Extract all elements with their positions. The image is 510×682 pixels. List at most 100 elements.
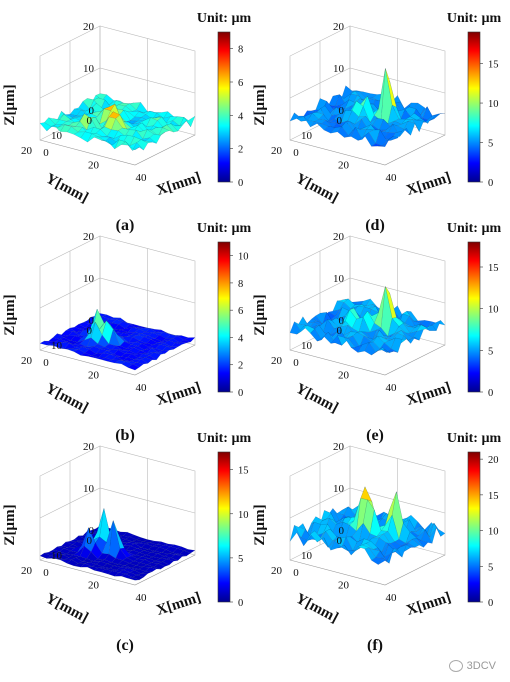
surface-facet [403, 335, 416, 344]
surface-mesh [39, 93, 196, 151]
x-tick-label: 0 [43, 567, 49, 579]
surface-facet [407, 538, 420, 548]
colorbar-tick-label: 10 [488, 99, 499, 110]
colorbar [217, 31, 231, 183]
z-tick-label: 0 [89, 315, 95, 327]
x-tick-label: 20 [338, 160, 350, 172]
colorbar-unit: Unit: µm [447, 221, 502, 236]
surface-facet [403, 121, 416, 136]
y-tick-label: 10 [51, 340, 63, 352]
surface-mesh [39, 508, 196, 581]
x-tick-label: 0 [43, 147, 49, 159]
surface-facet [386, 135, 399, 141]
y-tick-label: 20 [271, 565, 283, 577]
colorbar-unit: Unit: µm [197, 431, 252, 446]
surface-facet [136, 573, 149, 578]
surface-facet [153, 563, 166, 570]
colorbar-tick-label: 15 [488, 491, 499, 502]
colorbar-tick-label: 20 [488, 455, 499, 466]
surface-facet [149, 352, 161, 361]
colorbar-tick-label: 4 [238, 111, 244, 122]
colorbar-tick-label: 5 [488, 139, 493, 150]
surface-facet [412, 538, 424, 548]
surface-facet [128, 145, 140, 151]
y-tick-label: 20 [271, 145, 283, 157]
x-axis-label: X[mm] [154, 380, 203, 409]
surface-facet [179, 550, 192, 557]
y-tick-label: 10 [301, 550, 313, 562]
y-tick-label: 0 [87, 115, 93, 127]
floor-edge [289, 134, 446, 166]
colorbar-tick-label: 0 [488, 388, 493, 399]
y-axis-label: Y[mm] [293, 591, 341, 627]
z-axis-label: Z[µm] [252, 84, 268, 125]
x-tick-label: 40 [386, 592, 398, 604]
colorbar-tick-label: 10 [238, 510, 249, 521]
panel-label: (a) [116, 217, 135, 234]
surface-facet [157, 349, 170, 354]
x-tick-label: 0 [293, 147, 299, 159]
floor-edge [289, 554, 446, 586]
colorbar-tick-label: 15 [488, 60, 499, 71]
z-gridline [289, 67, 446, 99]
colorbar-tick-label: 5 [488, 562, 493, 573]
z-gridline [39, 277, 196, 309]
y-axis-label: Y[mm] [43, 381, 91, 417]
colorbar-tick-label: 0 [488, 178, 493, 189]
watermark-text: 3DCV [466, 660, 496, 672]
x-tick-label: 40 [136, 172, 148, 184]
x-tick-label: 20 [338, 580, 350, 592]
colorbar [467, 241, 481, 393]
y-tick-label: 0 [337, 115, 343, 127]
z-tick-label: 10 [333, 273, 345, 285]
y-tick-label: 10 [301, 130, 313, 142]
z-tick-label: 10 [83, 483, 95, 495]
surface-mesh [39, 308, 196, 371]
y-tick-label: 0 [87, 535, 93, 547]
colorbar-tick-label: 2 [238, 145, 243, 156]
colorbar-tick-label: 15 [488, 263, 499, 274]
colorbar-tick-label: 6 [238, 78, 243, 89]
z-tick-label: 0 [89, 525, 95, 537]
surface-facet [127, 577, 140, 581]
colorbar-tick-label: 8 [238, 279, 243, 290]
panel-label: (b) [115, 427, 135, 444]
surface-facet [157, 127, 170, 137]
z-tick-label: 10 [83, 273, 95, 285]
colorbar-tick-label: 10 [488, 305, 499, 316]
colorbar-unit: Unit: µm [447, 11, 502, 26]
colorbar-tick-label: 5 [238, 554, 243, 565]
floor-edge [39, 554, 196, 586]
y-axis-label: Y[mm] [43, 591, 91, 627]
x-tick-label: 0 [43, 357, 49, 369]
y-axis-label: Y[mm] [293, 381, 341, 417]
y-tick-label: 10 [51, 550, 63, 562]
surface-facet [407, 119, 420, 132]
x-axis-label: X[mm] [154, 170, 203, 199]
z-tick-label: 10 [333, 63, 345, 75]
colorbar [467, 31, 481, 183]
z-tick-label: 0 [339, 105, 345, 117]
x-tick-label: 40 [386, 382, 398, 394]
surface-facet [140, 357, 153, 364]
colorbar-tick-label: 4 [238, 333, 244, 344]
colorbar-unit: Unit: µm [197, 11, 252, 26]
surface-facet [132, 574, 144, 581]
x-tick-label: 0 [293, 357, 299, 369]
colorbar-tick-label: 5 [488, 346, 493, 357]
x-tick-label: 20 [338, 370, 350, 382]
surface-facet [391, 549, 403, 558]
y-tick-label: 20 [21, 355, 33, 367]
panel-label: (d) [365, 217, 385, 234]
colorbar [467, 451, 481, 603]
z-tick-label: 10 [83, 63, 95, 75]
x-axis-label: X[mm] [404, 590, 453, 619]
z-tick-label: 0 [339, 315, 345, 327]
x-tick-label: 40 [136, 382, 148, 394]
surface-mesh [289, 486, 446, 565]
z-gridline [289, 277, 446, 309]
